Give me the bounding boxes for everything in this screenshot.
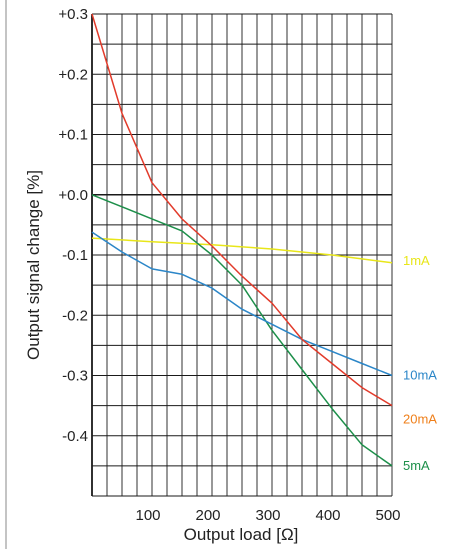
grid — [5, 0, 393, 549]
y-tick-label: -0.2 — [62, 307, 88, 324]
series-label-1mA: 1mA — [403, 253, 430, 268]
series-line-10mA — [91, 231, 393, 377]
y-tick-label: +0.1 — [58, 127, 88, 144]
x-tick-label: 200 — [195, 507, 220, 524]
series-label-5mA: 5mA — [403, 458, 430, 473]
series-line-1mA — [91, 237, 393, 264]
x-tick-label: 500 — [375, 507, 400, 524]
y-tick-label: +0.3 — [58, 6, 88, 23]
y-tick-label: -0.3 — [62, 368, 88, 385]
x-tick-label: 400 — [315, 507, 340, 524]
y-axis-title: Output signal change [%] — [24, 170, 43, 360]
tick-labels: +0.3 +0.2 +0.1 +0.0 -0.1 -0.2 -0.3 -0.4 100 200 30… — [58, 6, 400, 524]
y-tick-label: -0.4 — [62, 428, 88, 445]
x-axis-title: Output load [Ω] — [184, 525, 299, 544]
series-label-10mA: 10mA — [403, 368, 437, 383]
x-tick-label: 300 — [255, 507, 280, 524]
series-layer: 1mA 5mA 10mA 20mA — [91, 13, 437, 473]
series-line-20mA — [91, 13, 393, 407]
series-label-20mA: 20mA — [403, 412, 437, 427]
y-tick-label: -0.1 — [62, 247, 88, 264]
y-tick-label: +0.2 — [58, 66, 88, 83]
series-line-5mA — [91, 194, 393, 467]
y-tick-label: +0.0 — [58, 187, 88, 204]
x-tick-label: 100 — [135, 507, 160, 524]
